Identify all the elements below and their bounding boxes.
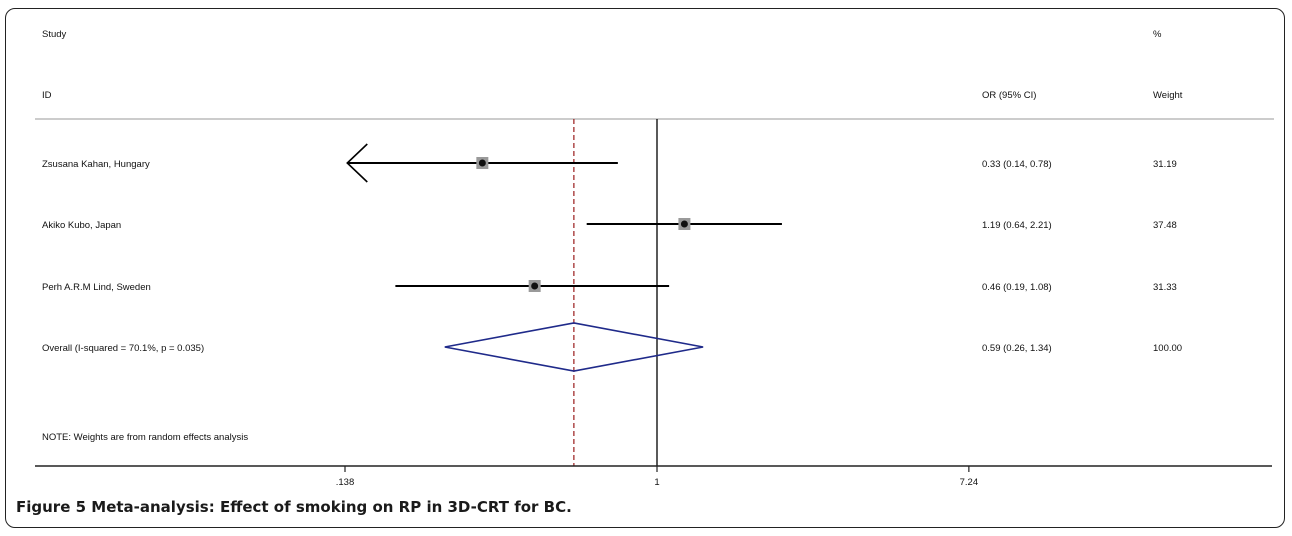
header-or-ci: OR (95% CI) [982,90,1036,101]
study-ci-text: 0.46 (0.19, 1.08) [982,282,1052,293]
study-point [531,282,539,290]
overall-diamond [444,322,704,372]
study-ci-text: 1.19 (0.64, 2.21) [982,220,1052,231]
study-weight: 31.33 [1153,282,1177,293]
figure-label: Figure 5 [16,498,92,516]
study-weight: 37.48 [1153,220,1177,231]
study-point [680,220,688,228]
x-tick-label: 7.24 [960,477,979,488]
study-point [478,159,486,167]
header-study: Study [42,29,67,40]
overall-label: Overall (I-squared = 70.1%, p = 0.035) [42,343,204,354]
figure-border [5,8,1285,528]
study-ci-text: 0.33 (0.14, 0.78) [982,159,1052,170]
study-ci-arrow [346,143,368,183]
study-label: Perh A.R.M Lind, Sweden [42,282,151,293]
figure-caption: Figure 5 Meta-analysis: Effect of smokin… [16,498,572,516]
study-label: Akiko Kubo, Japan [42,220,121,231]
header-id: ID [42,90,52,101]
study-weight: 31.19 [1153,159,1177,170]
caption-text: Meta-analysis: Effect of smoking on RP i… [91,498,572,516]
x-tick-label: 1 [654,477,659,488]
header-weight: Weight [1153,90,1183,101]
overall-weight: 100.00 [1153,343,1182,354]
study-label: Zsusana Kahan, Hungary [42,159,150,170]
header-percent: % [1153,29,1162,40]
x-tick-label: .138 [336,477,355,488]
note-text: NOTE: Weights are from random effects an… [42,432,248,443]
overall-ci-text: 0.59 (0.26, 1.34) [982,343,1052,354]
